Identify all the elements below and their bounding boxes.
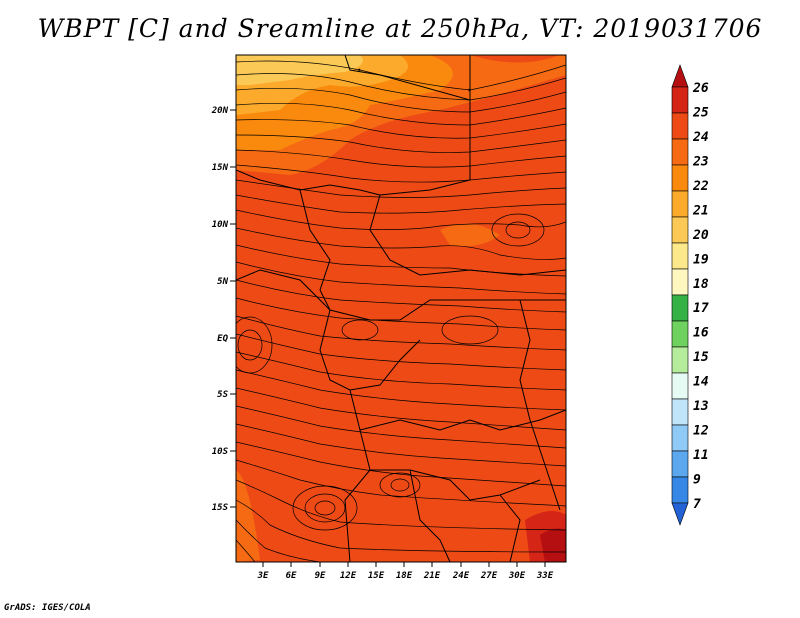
lon-tick-label: 24E bbox=[452, 571, 470, 581]
colorbar-label: 17 bbox=[693, 301, 709, 316]
wbpt-warm-patch bbox=[440, 223, 500, 247]
colorbar-swatch bbox=[671, 242, 689, 270]
lon-tick-label: 15E bbox=[368, 571, 385, 581]
lat-tick-label: 15S bbox=[212, 503, 229, 513]
colorbar-swatch bbox=[671, 346, 689, 374]
colorbar-swatch bbox=[671, 320, 689, 348]
colorbar-swatch bbox=[671, 216, 689, 244]
wbpt-se-core bbox=[540, 528, 566, 562]
colorbar-label: 20 bbox=[692, 228, 709, 243]
lat-tick-label: 10S bbox=[212, 447, 229, 457]
colorbar-label: 24 bbox=[692, 130, 709, 145]
colorbar-swatch bbox=[671, 294, 689, 322]
colorbar-swatch bbox=[671, 112, 689, 140]
colorbar-label: 23 bbox=[692, 154, 709, 169]
chart-title: WBPT [C] and Sreamline at 250hPa, VT: 20… bbox=[37, 14, 763, 43]
lat-tick-label: 5S bbox=[217, 390, 228, 400]
lat-tick-label: EQ bbox=[217, 334, 228, 344]
colorbar-label: 25 bbox=[692, 105, 709, 120]
country-borders bbox=[236, 55, 566, 562]
lon-tick-label: 27E bbox=[480, 571, 498, 581]
lon-tick-label: 12E bbox=[340, 571, 357, 581]
lat-axis: 20N 15N 10N 5N EQ 5S 10S 15S bbox=[211, 106, 236, 513]
colorbar-top-arrow bbox=[671, 64, 689, 88]
colorbar-swatch bbox=[671, 86, 689, 114]
wbpt-19-region bbox=[236, 55, 363, 85]
colorbar-swatch bbox=[671, 268, 689, 296]
lat-tick-label: 15N bbox=[212, 163, 229, 173]
colorbar: 26 25 24 23 22 21 20 19 18 17 16 15 14 13 12 11 9 7 bbox=[671, 64, 709, 526]
colorbar-label: 26 bbox=[692, 81, 709, 96]
colorbar-label: 9 bbox=[693, 473, 701, 488]
lat-tick-label: 20N bbox=[211, 106, 229, 116]
colorbar-label: 7 bbox=[693, 497, 701, 512]
colorbar-swatch bbox=[671, 138, 689, 166]
map-frame bbox=[235, 54, 567, 563]
colorbar-label: 12 bbox=[693, 424, 709, 439]
lon-tick-label: 21E bbox=[423, 571, 441, 581]
colorbar-label: 21 bbox=[692, 203, 709, 218]
lon-tick-label: 30E bbox=[508, 571, 526, 581]
lat-tick-label: 10N bbox=[212, 220, 229, 230]
colorbar-bottom-arrow bbox=[671, 502, 689, 526]
lon-tick-label: 9E bbox=[315, 571, 326, 581]
colorbar-label: 18 bbox=[693, 277, 709, 292]
lon-tick-label: 3E bbox=[257, 571, 269, 581]
colorbar-label: 22 bbox=[692, 179, 709, 194]
colorbar-swatch bbox=[671, 424, 689, 452]
colorbar-label: 14 bbox=[693, 375, 709, 390]
colorbar-label: 19 bbox=[693, 252, 709, 267]
lon-tick-label: 18E bbox=[396, 571, 413, 581]
colorbar-swatch bbox=[671, 450, 689, 478]
colorbar-swatch bbox=[671, 190, 689, 218]
wbpt-sw-patch bbox=[236, 470, 260, 562]
colorbar-label: 13 bbox=[693, 399, 709, 414]
lon-tick-label: 33E bbox=[536, 571, 554, 581]
colorbar-swatch bbox=[671, 398, 689, 426]
grads-credit: GrADS: IGES/COLA bbox=[4, 603, 91, 613]
colorbar-swatch bbox=[671, 476, 689, 504]
colorbar-label: 11 bbox=[693, 448, 709, 463]
colorbar-label: 15 bbox=[693, 350, 709, 365]
lon-tick-label: 6E bbox=[286, 571, 297, 581]
colorbar-swatch bbox=[671, 372, 689, 400]
colorbar-label: 16 bbox=[693, 326, 709, 341]
map-plot-area bbox=[236, 55, 566, 562]
colorbar-swatch bbox=[671, 164, 689, 192]
lat-tick-label: 5N bbox=[217, 277, 228, 287]
lon-axis: 3E 6E 9E 12E 15E 18E 21E 24E 27E 30E 33E bbox=[257, 562, 554, 581]
